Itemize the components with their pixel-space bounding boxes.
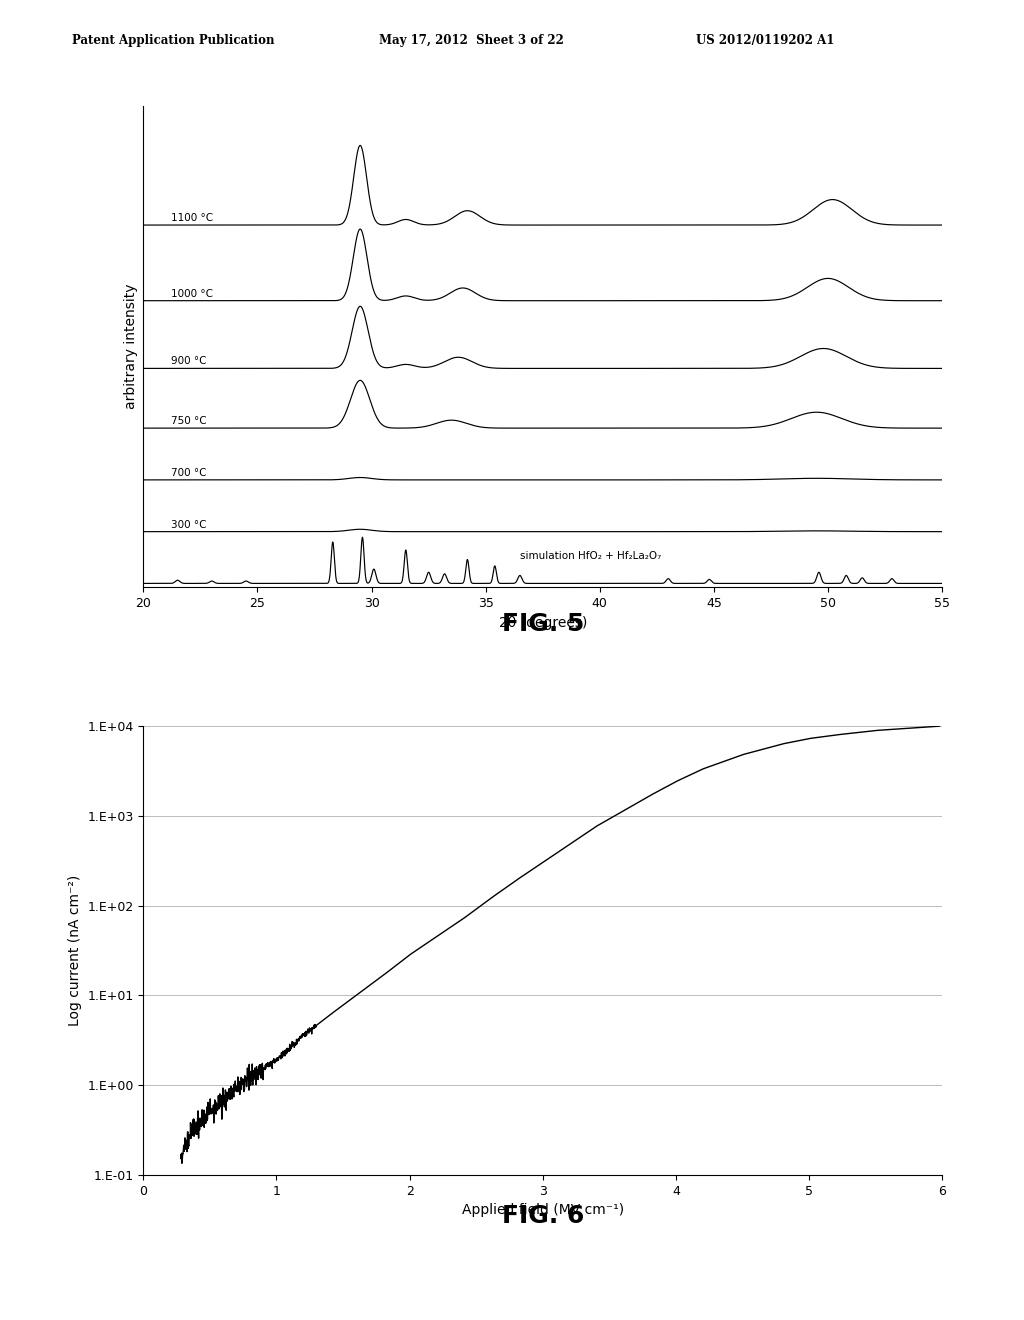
- Text: May 17, 2012  Sheet 3 of 22: May 17, 2012 Sheet 3 of 22: [379, 34, 564, 48]
- X-axis label: Applied field (MV cm⁻¹): Applied field (MV cm⁻¹): [462, 1203, 624, 1217]
- Text: 300 °C: 300 °C: [171, 520, 206, 529]
- Text: FIG. 5: FIG. 5: [502, 612, 584, 636]
- Text: 700 °C: 700 °C: [171, 467, 206, 478]
- Text: Patent Application Publication: Patent Application Publication: [72, 34, 274, 48]
- X-axis label: 2θ (degrees): 2θ (degrees): [499, 615, 587, 630]
- Text: 900 °C: 900 °C: [171, 356, 206, 367]
- Text: 750 °C: 750 °C: [171, 416, 207, 426]
- Text: FIG. 6: FIG. 6: [502, 1204, 584, 1228]
- Text: 1100 °C: 1100 °C: [171, 213, 213, 223]
- Y-axis label: Log current (nA cm⁻²): Log current (nA cm⁻²): [68, 875, 82, 1026]
- Y-axis label: arbitrary intensity: arbitrary intensity: [124, 284, 138, 409]
- Text: US 2012/0119202 A1: US 2012/0119202 A1: [696, 34, 835, 48]
- Text: 1000 °C: 1000 °C: [171, 289, 213, 298]
- Text: simulation HfO₂ + Hf₂La₂O₇: simulation HfO₂ + Hf₂La₂O₇: [520, 552, 662, 561]
